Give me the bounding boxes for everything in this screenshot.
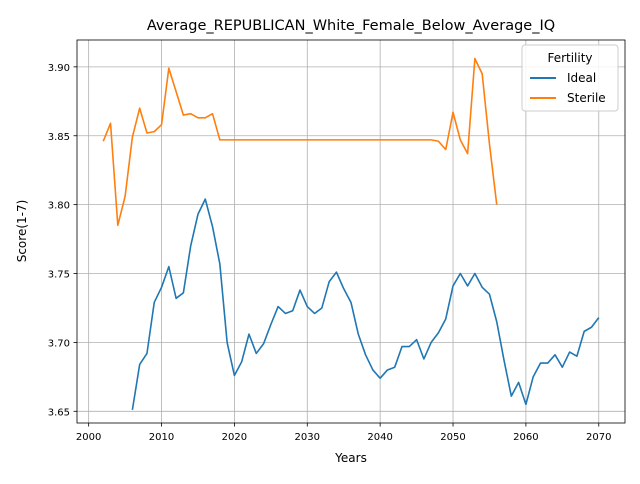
- series-line-sterile: [102, 57, 498, 227]
- series-line-ideal: [131, 198, 600, 411]
- x-tick-label: 2050: [440, 432, 465, 443]
- y-tick-label: 3.90: [48, 63, 70, 74]
- chart-title: Average_REPUBLICAN_White_Female_Below_Av…: [147, 18, 555, 34]
- plot-area-frame: [76, 39, 626, 424]
- legend-title: Fertility: [547, 51, 592, 65]
- y-tick-label: 3.75: [48, 270, 70, 281]
- y-tick-label: 3.65: [48, 407, 70, 418]
- x-tick-label: 2020: [222, 432, 247, 443]
- y-axis-label: Score(1-7): [15, 200, 29, 263]
- x-tick-label: 2010: [149, 432, 174, 443]
- x-axis-label: Years: [334, 451, 367, 465]
- y-tick-label: 3.80: [48, 201, 70, 212]
- y-tick-label: 3.70: [48, 338, 70, 349]
- x-tick-label: 2000: [76, 432, 101, 443]
- series-lines: [102, 57, 600, 411]
- legend: Fertility Ideal Sterile: [521, 44, 619, 112]
- x-tick-label: 2030: [295, 432, 320, 443]
- legend-box: [521, 44, 619, 112]
- y-tick-label: 3.85: [48, 132, 70, 143]
- legend-label-ideal: Ideal: [567, 71, 596, 85]
- x-tick-label: 2060: [513, 432, 538, 443]
- x-tick-label: 2070: [586, 432, 611, 443]
- legend-label-sterile: Sterile: [567, 91, 606, 105]
- axis-ticks: 2000 2010 2020 2030 2040 2050 2060 2070 3.65 3.70…: [48, 63, 612, 443]
- x-tick-label: 2040: [367, 432, 392, 443]
